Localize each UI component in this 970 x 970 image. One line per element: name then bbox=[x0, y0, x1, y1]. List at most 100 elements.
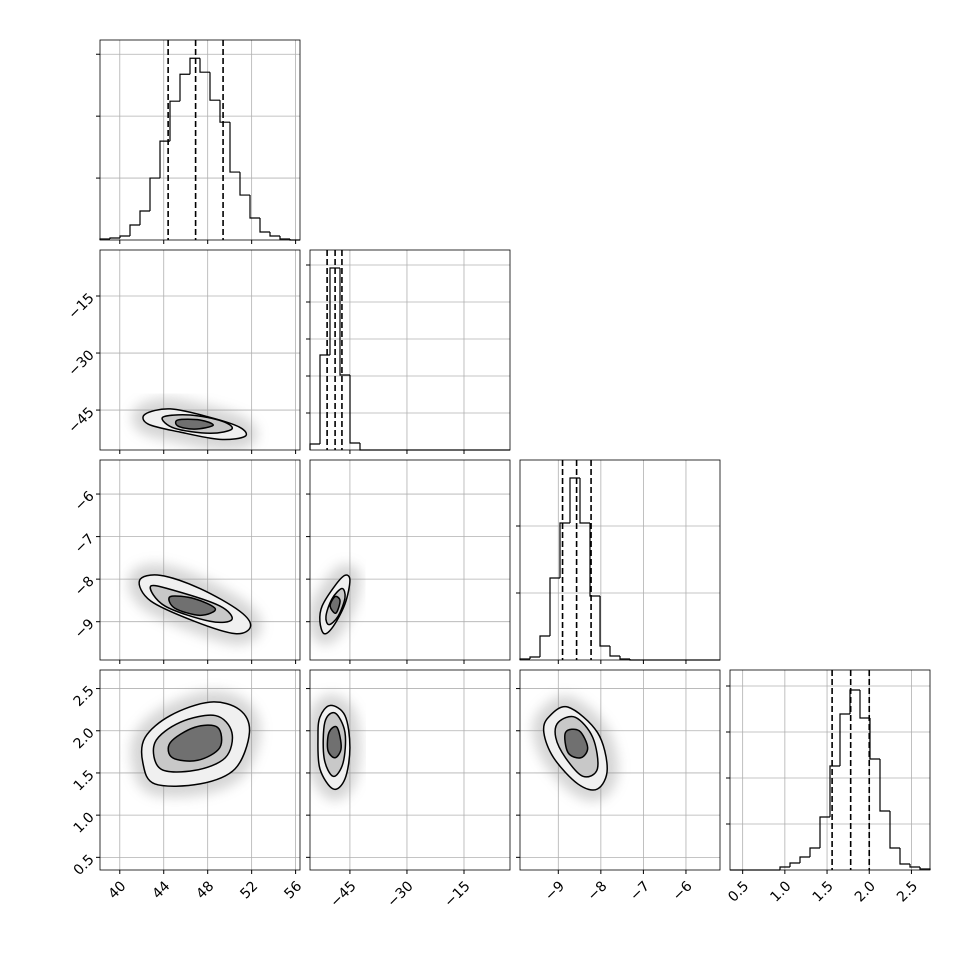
histogram-bin bbox=[809, 847, 820, 857]
panel-frame bbox=[519, 669, 721, 871]
histogram-bin bbox=[589, 522, 600, 597]
histogram-bin bbox=[869, 718, 880, 760]
histogram-bin bbox=[819, 816, 830, 849]
contour-group bbox=[310, 564, 361, 645]
y-tick-label: −30 bbox=[65, 347, 97, 379]
y-tick-label: −15 bbox=[65, 290, 97, 322]
contour bbox=[168, 595, 217, 617]
contour bbox=[174, 418, 214, 430]
histogram-bin bbox=[909, 864, 920, 868]
histogram-bin bbox=[269, 232, 280, 237]
contour-group bbox=[532, 695, 619, 801]
panel-frame bbox=[309, 669, 511, 871]
x-tick-label: −45 bbox=[327, 878, 359, 910]
x-tick-label: 1.5 bbox=[810, 878, 837, 905]
panel-frame bbox=[729, 669, 931, 871]
y-tick-label: 0.5 bbox=[71, 852, 98, 879]
panel-frame bbox=[99, 39, 301, 241]
x-tick-label: 2.5 bbox=[894, 878, 921, 905]
histogram-bin bbox=[899, 848, 910, 865]
histogram-bin bbox=[549, 577, 560, 637]
panel-frame bbox=[99, 249, 301, 451]
x-tick-label: −9 bbox=[542, 878, 568, 904]
panel-frame bbox=[309, 459, 511, 661]
histogram-bin bbox=[319, 354, 330, 445]
x-tick-label: 0.5 bbox=[725, 878, 752, 905]
histogram-bin bbox=[179, 73, 190, 102]
histogram-bin bbox=[569, 477, 580, 523]
y-tick-label: 1.0 bbox=[71, 809, 98, 836]
panel: −9 −8 −7 −6 bbox=[516, 669, 721, 904]
x-tick-label: 56 bbox=[281, 878, 305, 902]
panel bbox=[516, 459, 721, 664]
panel: −9 −8 −7 −6 bbox=[72, 459, 301, 664]
histogram-bin bbox=[229, 122, 240, 173]
panel-frame bbox=[309, 249, 511, 451]
x-tick-label: 52 bbox=[237, 878, 261, 902]
histogram-bin bbox=[779, 866, 790, 870]
histogram-bin bbox=[339, 268, 350, 376]
panel-frame bbox=[99, 669, 301, 871]
histogram-bin bbox=[119, 235, 130, 239]
contour bbox=[329, 595, 341, 614]
y-tick-label: −7 bbox=[72, 531, 98, 557]
contour-group bbox=[310, 694, 361, 801]
histogram-bin bbox=[239, 172, 250, 196]
x-tick-label: −6 bbox=[670, 878, 696, 904]
x-tick-label: −7 bbox=[627, 878, 653, 904]
contour-group bbox=[130, 690, 261, 798]
histogram-bin bbox=[789, 862, 800, 868]
histogram-bin bbox=[199, 58, 210, 73]
histogram-bin bbox=[539, 635, 550, 657]
y-tick-label: −8 bbox=[72, 573, 98, 599]
panel: −45 −30 −15 bbox=[65, 249, 301, 454]
contour bbox=[326, 725, 342, 759]
y-tick-label: 1.5 bbox=[71, 767, 98, 794]
histogram-bin bbox=[359, 443, 370, 451]
panel-frame bbox=[99, 459, 301, 661]
histogram-bin bbox=[279, 235, 290, 240]
x-tick-label: −15 bbox=[441, 878, 473, 910]
histogram-bin bbox=[879, 759, 890, 812]
x-tick-label: 48 bbox=[193, 878, 217, 902]
histogram-bin bbox=[599, 596, 610, 647]
histogram-bin bbox=[559, 522, 570, 578]
histogram-bin bbox=[849, 689, 860, 715]
x-tick-label: 1.0 bbox=[767, 878, 794, 905]
contour-group bbox=[132, 397, 258, 450]
x-tick-label: 2.0 bbox=[852, 878, 879, 905]
y-tick-label: 2.5 bbox=[71, 683, 98, 710]
panel bbox=[96, 39, 301, 244]
histogram-bin bbox=[859, 690, 870, 719]
histogram-bin bbox=[189, 57, 200, 75]
histogram-bin bbox=[579, 477, 590, 524]
histogram-bin bbox=[329, 267, 340, 356]
y-tick-label: −9 bbox=[72, 616, 98, 642]
panel bbox=[306, 249, 511, 454]
histogram-bin bbox=[889, 810, 900, 849]
y-tick-label: −6 bbox=[72, 488, 98, 514]
histogram-bin bbox=[259, 218, 270, 233]
histogram-bin bbox=[149, 177, 160, 212]
histogram-bin bbox=[159, 140, 170, 179]
panel bbox=[306, 459, 511, 664]
panel: −45 −30 −15 bbox=[306, 669, 511, 911]
histogram-bin bbox=[609, 645, 620, 657]
histogram-bin bbox=[219, 100, 230, 123]
contour bbox=[167, 724, 223, 762]
x-tick-label: −30 bbox=[384, 878, 416, 910]
histogram-bin bbox=[129, 224, 140, 236]
y-tick-label: −45 bbox=[65, 404, 97, 436]
x-tick-label: 44 bbox=[149, 878, 173, 902]
histogram-bin bbox=[839, 713, 850, 766]
x-tick-label: −8 bbox=[585, 878, 611, 904]
panel: 40 44 48 52 56 0.5 1.0 1.5 2.0 2.5 bbox=[71, 669, 305, 902]
histogram-bin bbox=[619, 656, 630, 660]
contour bbox=[564, 728, 589, 759]
histogram-bin bbox=[169, 100, 180, 142]
panel-frame bbox=[519, 459, 721, 661]
x-tick-label: 40 bbox=[106, 878, 130, 902]
histogram-bin bbox=[919, 867, 931, 870]
